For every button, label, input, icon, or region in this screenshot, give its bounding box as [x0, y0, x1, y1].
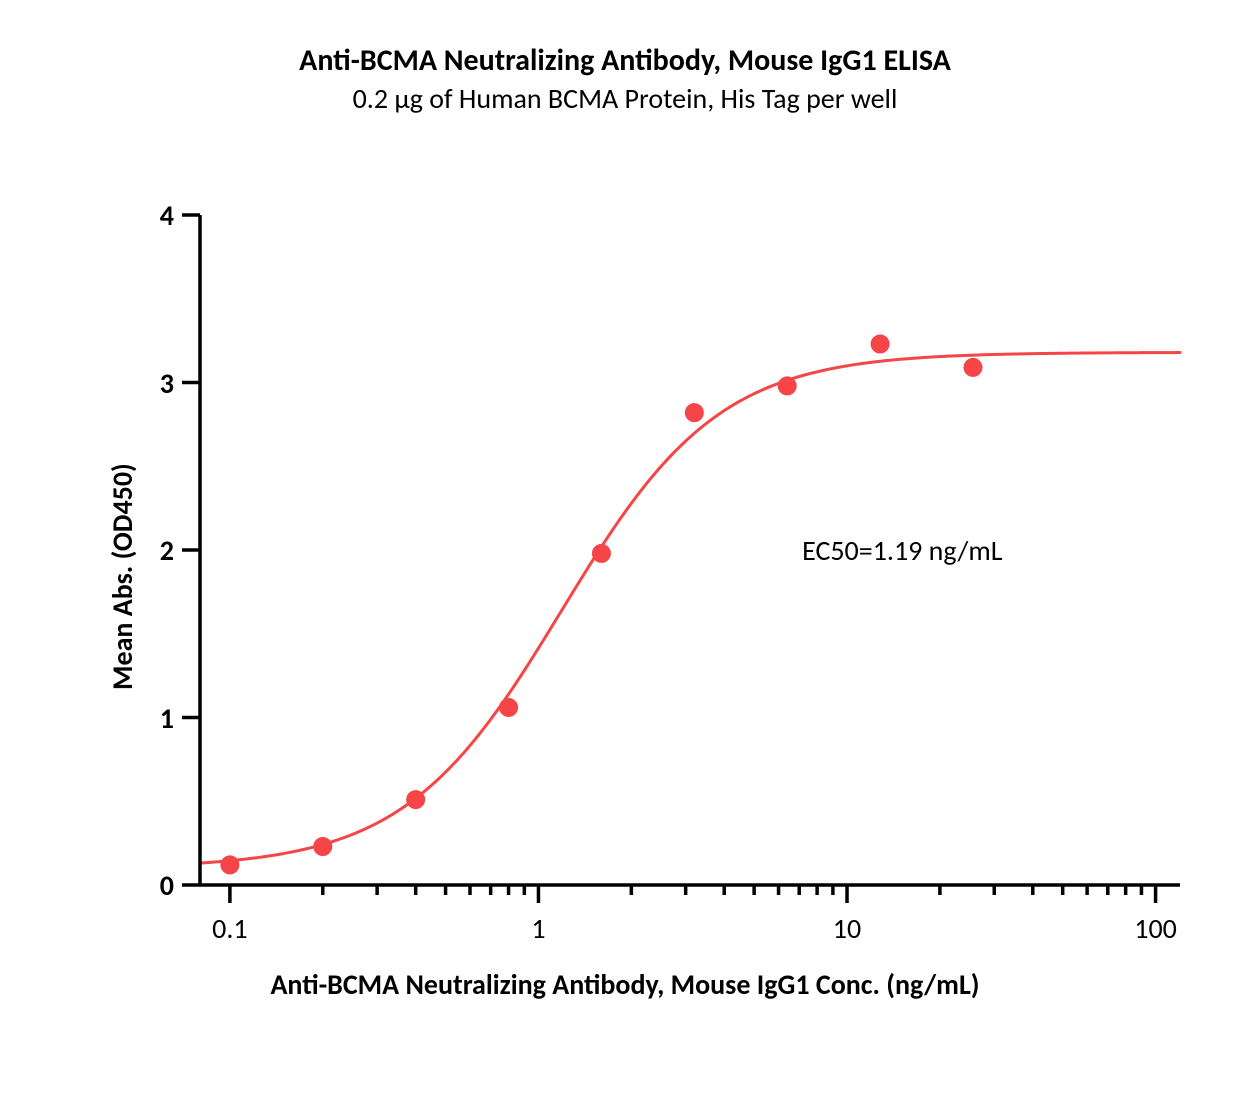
- data-point: [778, 377, 796, 395]
- data-point: [221, 856, 239, 874]
- y-tick-label: 2: [134, 533, 174, 568]
- fit-curve: [200, 353, 1180, 864]
- data-point: [685, 404, 703, 422]
- x-tick-label: 0.1: [190, 911, 270, 946]
- chart-svg: [200, 215, 1180, 885]
- y-tick-label: 0: [134, 868, 174, 903]
- data-point: [314, 837, 332, 855]
- x-tick-label: 100: [1116, 911, 1196, 946]
- data-point: [500, 698, 518, 716]
- y-axis-label: Mean Abs. (OD450): [105, 463, 140, 690]
- plot-area: [200, 215, 1180, 885]
- data-point: [407, 791, 425, 809]
- ec50-annotation: EC50=1.19 ng/mL: [802, 533, 1002, 568]
- y-tick-label: 1: [134, 701, 174, 736]
- chart-title: Anti-BCMA Neutralizing Antibody, Mouse I…: [0, 42, 1250, 79]
- page-root: Anti-BCMA Neutralizing Antibody, Mouse I…: [0, 0, 1250, 1095]
- title-block: Anti-BCMA Neutralizing Antibody, Mouse I…: [0, 42, 1250, 116]
- x-axis-label: Anti-BCMA Neutralizing Antibody, Mouse I…: [0, 967, 1250, 1002]
- x-tick-label: 1: [498, 911, 578, 946]
- y-tick-label: 4: [134, 198, 174, 233]
- data-point: [871, 335, 889, 353]
- data-point: [592, 544, 610, 562]
- y-tick-label: 3: [134, 366, 174, 401]
- data-point: [964, 358, 982, 376]
- x-tick-label: 10: [807, 911, 887, 946]
- chart-subtitle: 0.2 μg of Human BCMA Protein, His Tag pe…: [0, 81, 1250, 116]
